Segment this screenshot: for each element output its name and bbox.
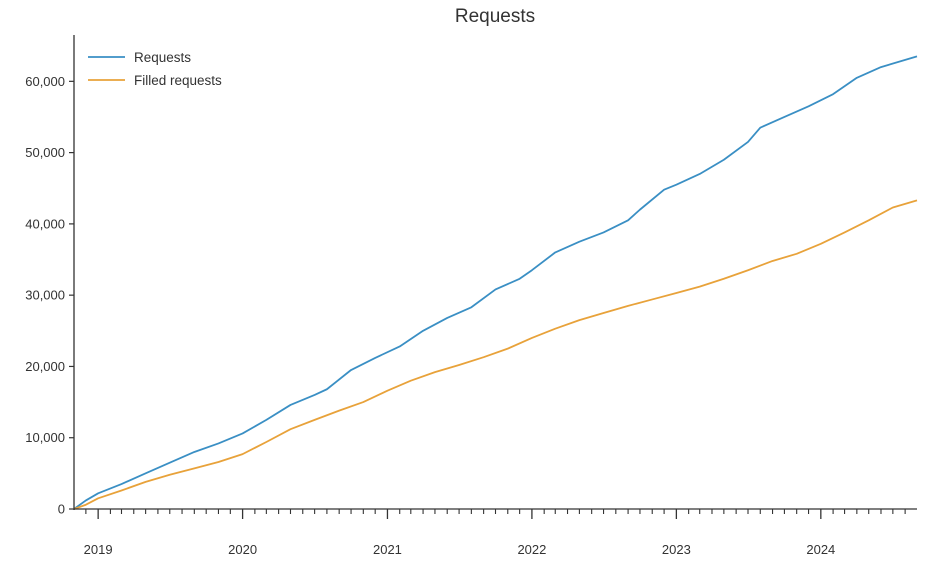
x-tick-label: 2021 [373, 542, 402, 557]
legend: Requests Filled requests [88, 50, 222, 88]
y-tick-label: 30,000 [25, 288, 65, 303]
x-tick-label: 2024 [806, 542, 835, 557]
legend-label-0: Requests [134, 50, 191, 65]
series-line-1 [73, 199, 918, 510]
series-line-0 [73, 55, 918, 510]
y-tick-label: 0 [58, 502, 65, 517]
y-axis: 0 10,000 20,000 30,000 40,000 50,000 60,000 [25, 35, 75, 517]
y-tick-label: 20,000 [25, 359, 65, 374]
y-tick-label: 60,000 [25, 74, 65, 89]
x-tick-label: 2023 [662, 542, 691, 557]
x-tick-label: 2020 [228, 542, 257, 557]
legend-label-1: Filled requests [134, 73, 222, 88]
x-axis: 2019 2020 2021 2022 2023 2024 [74, 508, 917, 557]
chart-title: Requests [455, 6, 535, 27]
y-tick-label: 50,000 [25, 145, 65, 160]
y-tick-label: 10,000 [25, 430, 65, 445]
x-tick-label: 2019 [84, 542, 113, 557]
y-tick-label: 40,000 [25, 216, 65, 231]
x-tick-label: 2022 [517, 542, 546, 557]
plot-area [73, 55, 918, 510]
